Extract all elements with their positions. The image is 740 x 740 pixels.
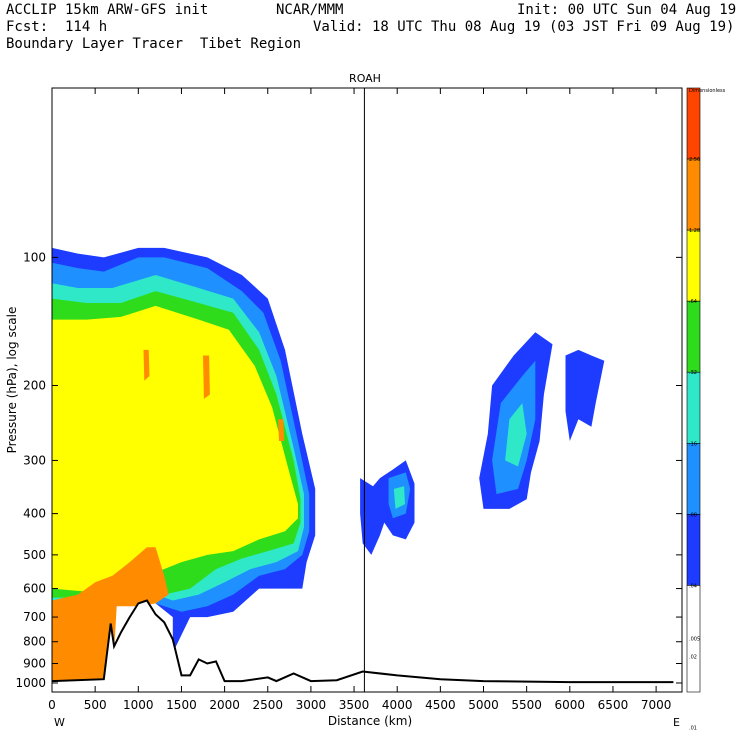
colorbar-label-10: .005	[689, 637, 700, 643]
x-tick-label-3000: 3000	[296, 698, 327, 712]
y-tick-label-800: 800	[23, 635, 46, 649]
contour-p04-region-2	[505, 403, 527, 467]
x-tick-label-4500: 4500	[425, 698, 456, 712]
colorbar-label-8: .02	[689, 654, 697, 660]
terrain-line	[51, 599, 674, 684]
product-title: Boundary Layer Tracer Tibet Region	[6, 36, 302, 52]
x-tick-label-2500: 2500	[252, 698, 283, 712]
colorbar-label-6: .08	[689, 512, 697, 518]
x-tick-label-0: 0	[48, 698, 56, 712]
x-tick-label-5000: 5000	[468, 698, 499, 712]
org-label: NCAR/MMM	[276, 2, 344, 18]
colorbar-swatch-1	[686, 158, 701, 231]
colorbar-swatch-2	[686, 229, 701, 302]
x-tick-label-7000: 7000	[641, 698, 672, 712]
init-time: Init: 00 UTC Sun 04 Aug 19	[517, 2, 737, 18]
plot-frame	[51, 87, 683, 693]
contour-p32-region-2	[278, 419, 285, 441]
contour-p32-region-1	[203, 355, 210, 399]
x-tick-label-6000: 6000	[555, 698, 586, 712]
west-label: W	[54, 716, 65, 729]
colorbar-label-0: Dimensionless	[689, 88, 726, 94]
colorbar-label-1: 2.56	[689, 157, 700, 163]
axis-layer: 0 500 1000 1500 2000 2500 3000 3500 4000 4500 5000…	[15, 87, 683, 712]
terrain-fill	[52, 600, 674, 692]
contour-p01-region-3	[565, 349, 605, 441]
contour-p32-region-0	[52, 547, 169, 682]
y-tick-label-700: 700	[23, 610, 46, 624]
x-axis-label: Distance (km)	[328, 714, 412, 728]
forecast-hour: Fcst: 114 h	[6, 19, 108, 35]
x-tick-label-4000: 4000	[382, 698, 413, 712]
colorbar: Dimensionless 2.56 1.28 .64 .32 .16 .08 .04 .02.…	[686, 87, 726, 732]
colorbar-label-5: .16	[689, 441, 697, 447]
x-tick-label-5500: 5500	[511, 698, 542, 712]
y-tick-label-200: 200	[23, 378, 46, 392]
y-tick-label-300: 300	[23, 453, 46, 467]
colorbar-swatch-3	[686, 300, 701, 373]
x-tick-label-1000: 1000	[123, 698, 154, 712]
colorbar-label-9: .01	[689, 726, 697, 732]
terrain-layer	[51, 599, 674, 692]
x-tick-label-500: 500	[84, 698, 107, 712]
colorbar-swatch-5	[686, 442, 701, 515]
y-tick-label-400: 400	[23, 507, 46, 521]
contour-p16-region-0	[52, 305, 298, 592]
y-tick-label-100: 100	[23, 250, 46, 264]
colorbar-label-4: .32	[689, 370, 697, 376]
colorbar-swatch-7	[686, 585, 701, 693]
y-tick-label-900: 900	[23, 657, 46, 671]
colorbar-swatch-0	[686, 87, 701, 160]
y-tick-label-1000: 1000	[15, 676, 46, 690]
contour-p04-region-1	[393, 486, 405, 509]
x-tick-label-6500: 6500	[598, 698, 629, 712]
colorbar-label-7: .04	[689, 583, 697, 589]
x-tick-label-3500: 3500	[339, 698, 370, 712]
tracer-fill-layer	[52, 247, 605, 682]
y-axis-label: Pressure (hPa), log scale	[5, 307, 19, 454]
valid-time: Valid: 18 UTC Thu 08 Aug 19 (03 JST Fri …	[313, 19, 735, 35]
model-title: ACCLIP 15km ARW-GFS init	[6, 2, 209, 18]
contour-p32-region-3	[143, 349, 150, 381]
y-tick-label-600: 600	[23, 582, 46, 596]
colorbar-label-3: .64	[689, 299, 697, 305]
y-tick-label-500: 500	[23, 548, 46, 562]
colorbar-swatch-4	[686, 371, 701, 444]
x-tick-label-1500: 1500	[166, 698, 197, 712]
east-label: E	[673, 716, 680, 729]
colorbar-swatch-6	[686, 514, 701, 586]
x-tick-label-2000: 2000	[209, 698, 240, 712]
colorbar-label-2: 1.28	[689, 228, 700, 234]
station-label: ROAH	[349, 72, 381, 85]
